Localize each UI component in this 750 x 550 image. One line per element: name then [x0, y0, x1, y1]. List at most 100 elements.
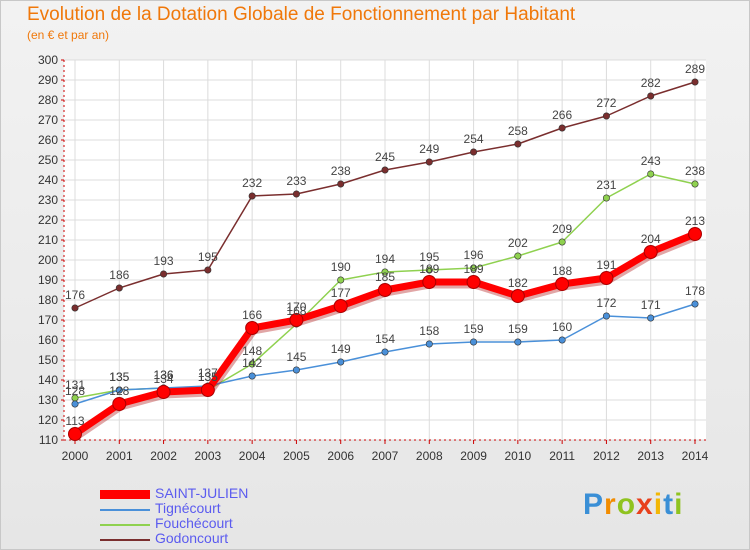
y-tick-label: 250: [38, 153, 58, 167]
data-point: [381, 268, 389, 276]
data-point: [510, 289, 525, 303]
data-label: 136: [154, 368, 174, 382]
data-label: 282: [641, 76, 661, 90]
data-point: [425, 158, 433, 166]
y-tick-label: 230: [38, 193, 58, 207]
data-point: [425, 340, 433, 348]
data-point: [425, 266, 433, 274]
data-point: [248, 360, 256, 368]
logo-letter: o: [616, 488, 637, 521]
data-point: [514, 140, 522, 148]
y-tick-label: 130: [38, 393, 58, 407]
data-label: 213: [685, 214, 705, 228]
data-point: [691, 78, 699, 86]
data-label: 243: [641, 154, 661, 168]
data-label: 289: [685, 62, 705, 76]
data-point: [643, 245, 658, 259]
data-label: 168: [286, 304, 306, 318]
data-label: 245: [375, 150, 395, 164]
data-point: [558, 124, 566, 132]
y-tick-label: 260: [38, 133, 58, 147]
legend-swatch: [100, 539, 150, 541]
data-label: 189: [464, 262, 484, 276]
data-point: [115, 386, 123, 394]
data-label: 172: [596, 296, 616, 310]
data-point: [71, 304, 79, 312]
data-label: 185: [375, 270, 395, 284]
data-label: 231: [596, 178, 616, 192]
data-label: 128: [65, 384, 85, 398]
data-label: 171: [641, 298, 661, 312]
data-label: 186: [109, 268, 129, 282]
y-tick-label: 140: [38, 373, 58, 387]
data-point: [248, 372, 256, 380]
data-point: [160, 270, 168, 278]
data-point: [156, 385, 171, 399]
data-point: [381, 166, 389, 174]
data-point: [466, 275, 481, 289]
data-label: 258: [508, 124, 528, 138]
data-point: [115, 284, 123, 292]
x-tick-label: 2003: [195, 449, 222, 463]
logo-letter: i: [674, 488, 684, 521]
data-point: [470, 148, 478, 156]
data-label: 154: [375, 332, 395, 346]
data-label: 135: [109, 370, 129, 384]
data-label: 202: [508, 236, 528, 250]
data-point: [422, 275, 437, 289]
data-point: [200, 383, 215, 397]
legend-label: SAINT-JULIEN: [155, 485, 249, 501]
data-point: [602, 112, 610, 120]
y-tick-label: 290: [38, 73, 58, 87]
data-label: 195: [198, 250, 218, 264]
logo-letter: r: [604, 488, 617, 521]
x-tick-label: 2004: [239, 449, 266, 463]
y-tick-label: 280: [38, 93, 58, 107]
data-label: 195: [419, 250, 439, 264]
data-point: [292, 190, 300, 198]
data-point: [245, 321, 260, 335]
data-label: 272: [596, 96, 616, 110]
x-tick-label: 2013: [637, 449, 664, 463]
data-point: [337, 180, 345, 188]
data-label: 266: [552, 108, 572, 122]
data-label: 254: [464, 132, 484, 146]
data-label: 194: [375, 252, 395, 266]
chart-subtitle: (en € et par an): [27, 28, 110, 42]
data-label: 159: [464, 322, 484, 336]
x-tick-label: 2005: [283, 449, 310, 463]
data-point: [112, 397, 127, 411]
data-label: 159: [508, 322, 528, 336]
logo-letter: i: [653, 488, 664, 521]
data-label: 196: [464, 248, 484, 262]
x-tick-label: 2008: [416, 449, 443, 463]
x-tick-label: 2007: [372, 449, 399, 463]
data-label: 160: [552, 320, 572, 334]
data-point: [691, 180, 699, 188]
data-point: [470, 338, 478, 346]
data-label: 170: [286, 300, 306, 314]
proxiti-logo: Proxiti: [583, 488, 683, 522]
y-tick-label: 200: [38, 253, 58, 267]
data-label: 135: [198, 370, 218, 384]
data-point: [292, 366, 300, 374]
data-label: 182: [508, 276, 528, 290]
legend-label: Godoncourt: [155, 530, 229, 546]
data-label: 135: [198, 370, 218, 384]
data-label: 137: [198, 366, 218, 380]
y-tick-label: 220: [38, 213, 58, 227]
data-point: [647, 314, 655, 322]
data-point: [555, 277, 570, 291]
y-tick-label: 110: [39, 433, 58, 447]
data-point: [248, 192, 256, 200]
data-label: 209: [552, 222, 572, 236]
data-label: 128: [109, 384, 129, 398]
x-tick-label: 2011: [549, 449, 575, 463]
data-point: [688, 227, 702, 241]
data-point: [602, 312, 610, 320]
data-point: [514, 252, 522, 260]
data-label: 233: [286, 174, 306, 188]
chart-title: Evolution de la Dotation Globale de Fonc…: [27, 4, 576, 25]
logo-letter: t: [663, 488, 675, 521]
